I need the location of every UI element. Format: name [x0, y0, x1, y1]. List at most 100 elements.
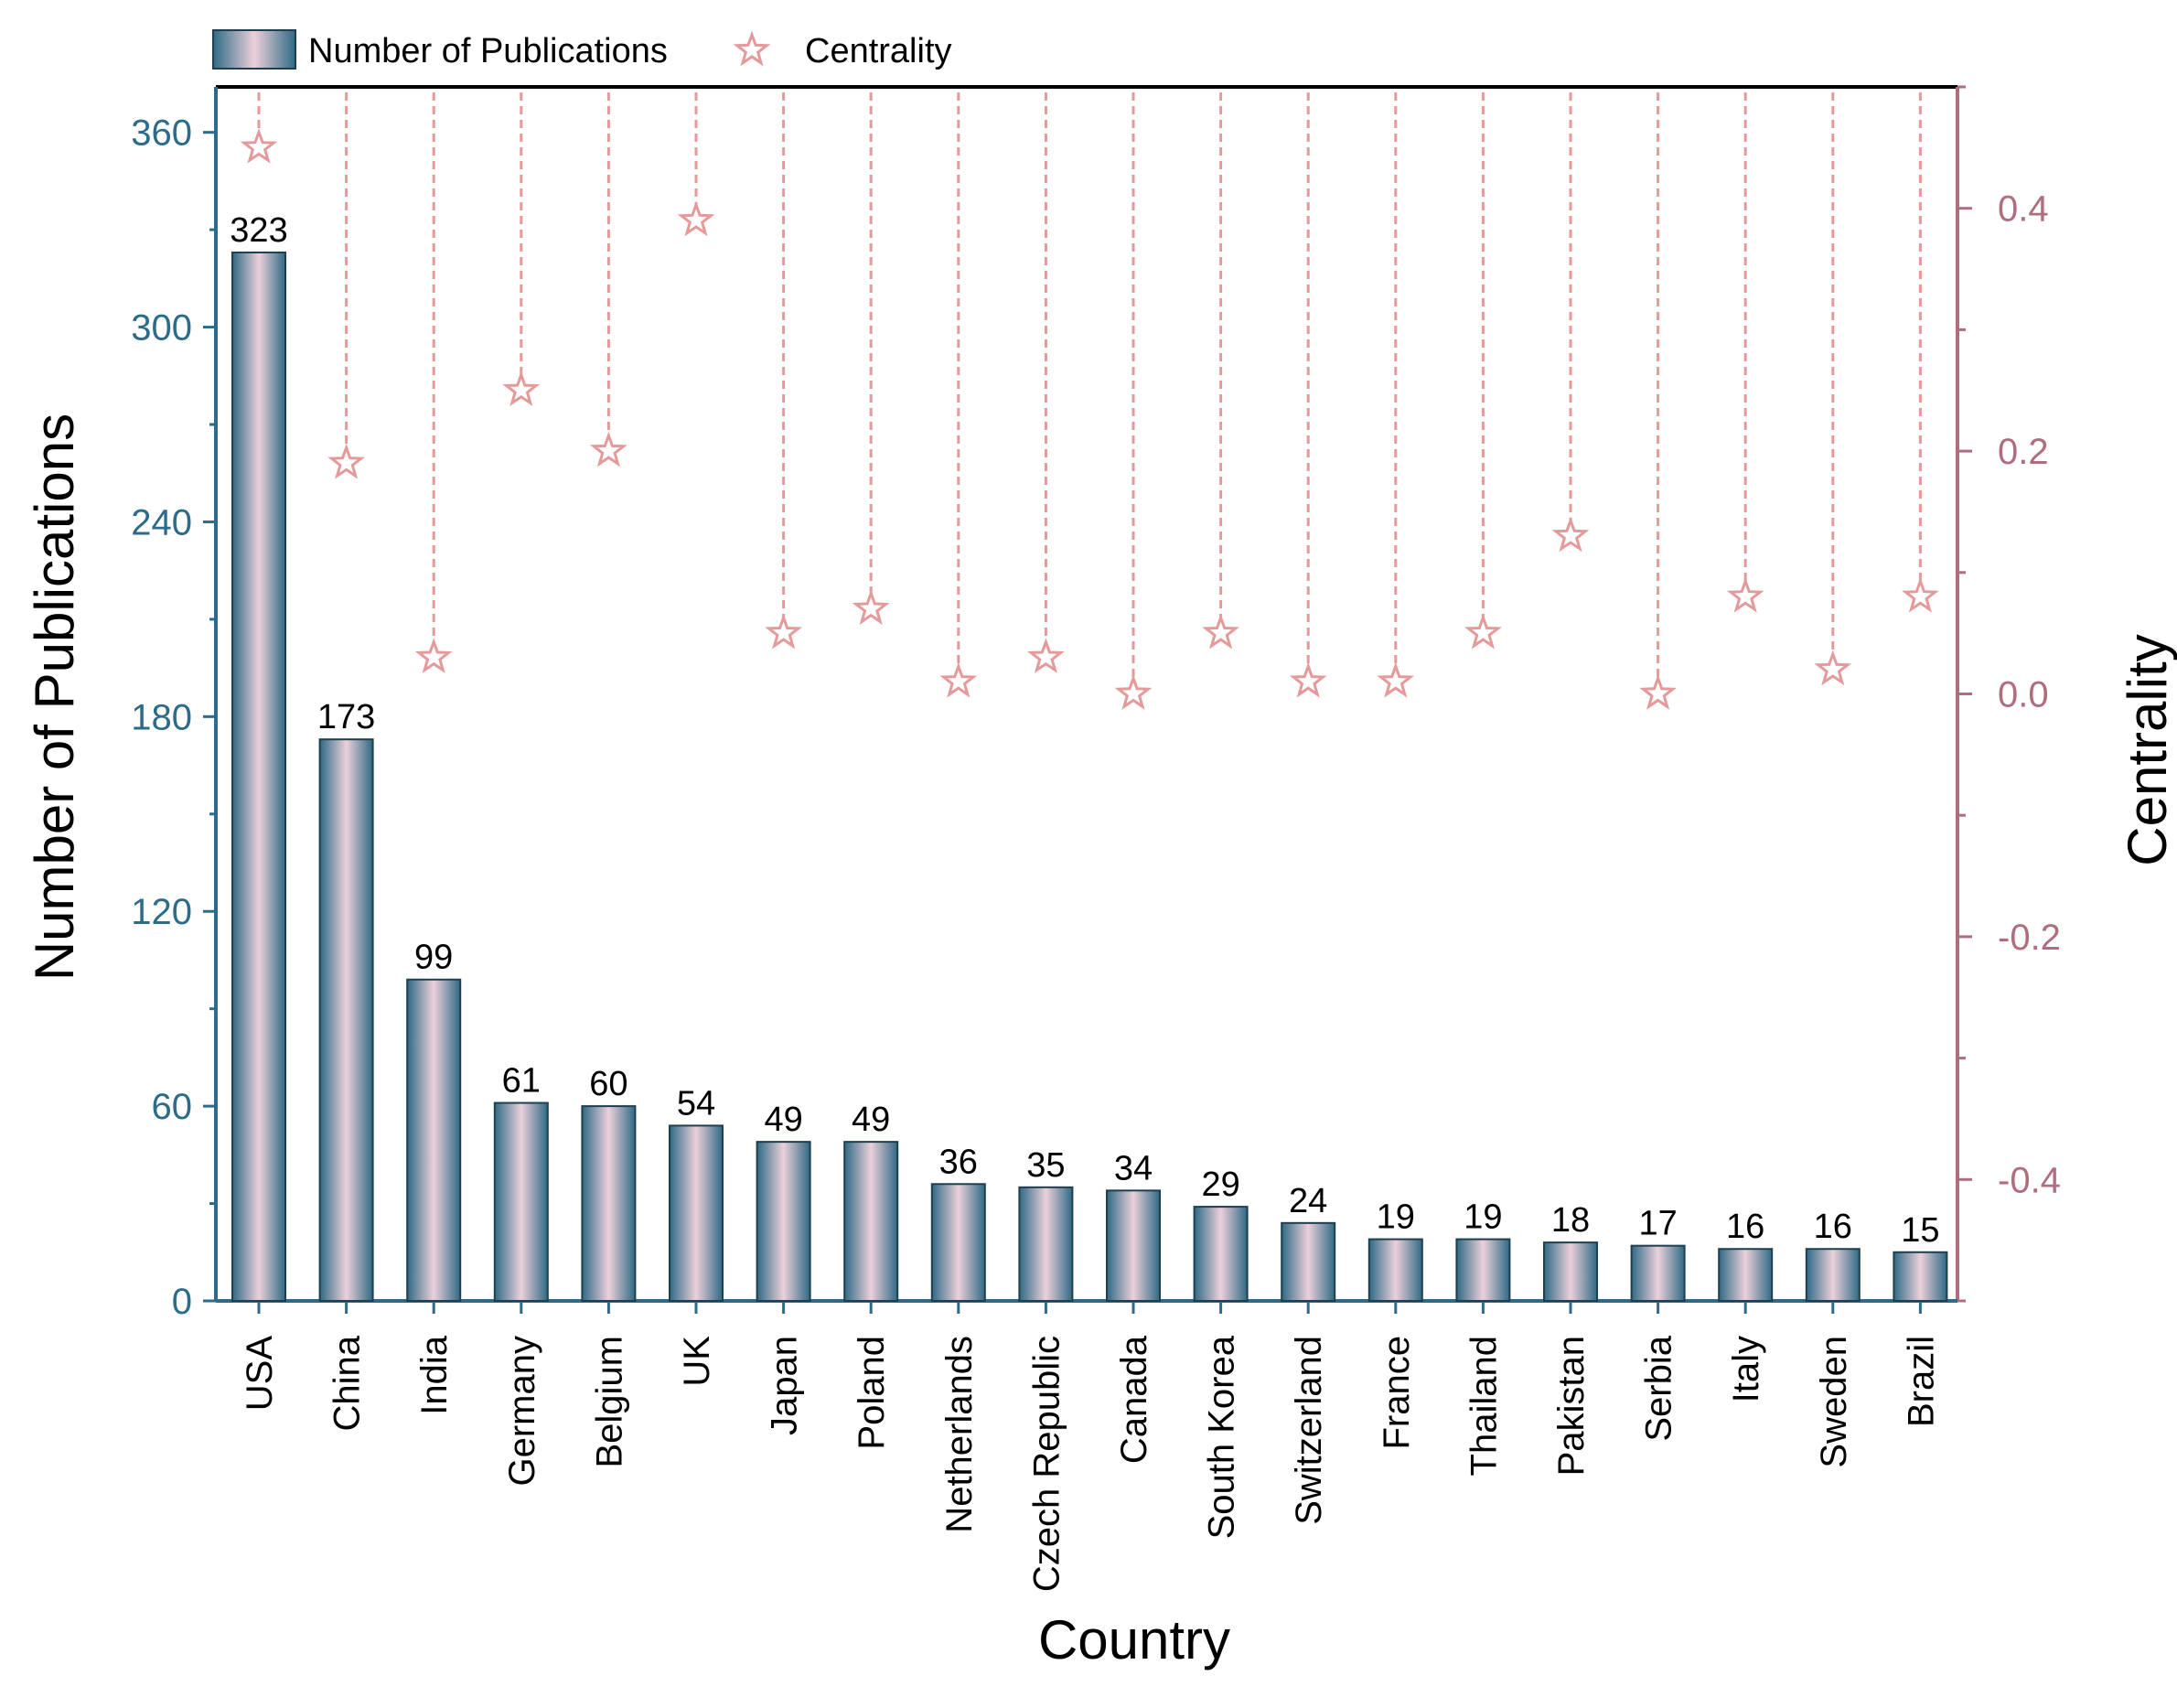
legend-label-publications: Number of Publications — [308, 32, 668, 70]
centrality-star-marker — [1639, 674, 1677, 710]
publication-bar — [1106, 1189, 1161, 1303]
bar-data-label: 61 — [502, 1062, 541, 1101]
x-category-label: Serbia — [1639, 1335, 1679, 1441]
bar-data-label: 16 — [1814, 1208, 1852, 1246]
y-tick-label: 360 — [131, 113, 192, 154]
y-tick-label: 180 — [131, 697, 192, 737]
publication-bar — [756, 1141, 811, 1303]
bar-data-label: 19 — [1464, 1198, 1502, 1237]
y2-tick-label: -0.4 — [1998, 1160, 2061, 1200]
publication-bar — [231, 251, 286, 1302]
centrality-star-marker — [414, 638, 453, 673]
publication-bar — [1543, 1241, 1598, 1302]
centrality-star-marker — [502, 371, 541, 407]
centrality-star-marker — [240, 128, 278, 164]
centrality-star-marker — [1202, 613, 1239, 650]
publication-bar — [1367, 1238, 1423, 1303]
centrality-star-marker — [1902, 576, 1939, 613]
publication-bar — [406, 978, 462, 1303]
legend-star-icon — [733, 30, 771, 67]
bar-data-label: 35 — [1026, 1146, 1065, 1185]
x-category-label: China — [327, 1335, 368, 1431]
y2-tick-label: 0.2 — [1998, 432, 2049, 472]
centrality-star-marker — [590, 431, 627, 467]
x-category-label: Italy — [1726, 1336, 1766, 1402]
x-category-label: Belgium — [589, 1336, 629, 1468]
plot-area: 0 60 120 180 240 300 360 -0.4 -0.2 0.0 0.2 0.4 323 US… — [131, 85, 2061, 1592]
legend-swatch-publications — [212, 29, 296, 70]
y-tick-label: 0 — [172, 1282, 192, 1322]
publication-bar — [1455, 1238, 1511, 1303]
publication-bar — [493, 1101, 549, 1303]
publication-bar — [318, 738, 374, 1302]
bar-data-label: 36 — [939, 1143, 978, 1181]
bar-data-label: 49 — [764, 1101, 802, 1139]
centrality-star-marker — [1289, 661, 1327, 698]
publication-bar — [843, 1141, 899, 1303]
x-category-label: South Korea — [1202, 1335, 1242, 1539]
x-category-label: France — [1377, 1336, 1417, 1450]
centrality-star-marker — [677, 200, 715, 237]
centrality-star-marker — [1551, 516, 1590, 553]
x-category-label: Germany — [502, 1336, 542, 1487]
x-category-label: Thailand — [1464, 1336, 1504, 1476]
publication-bar — [1630, 1244, 1686, 1302]
legend: Number of Publications Centrality — [212, 29, 952, 70]
publication-bar — [581, 1105, 637, 1302]
y-tick-label: 120 — [131, 892, 192, 932]
y-tick-label: 240 — [131, 502, 192, 542]
bar-data-label: 19 — [1377, 1198, 1415, 1237]
centrality-star-marker — [765, 613, 802, 650]
publication-bar — [930, 1183, 986, 1302]
bar-data-label: 173 — [317, 698, 375, 736]
bar-data-label: 99 — [414, 939, 453, 977]
bar-data-label: 34 — [1114, 1149, 1153, 1187]
centrality-star-marker — [1464, 613, 1502, 650]
bar-data-label: 16 — [1726, 1208, 1764, 1246]
x-category-label: Canada — [1114, 1335, 1154, 1464]
publication-bar — [669, 1124, 724, 1303]
y2-tick-label: 0.0 — [1998, 675, 2049, 715]
y2-tick-label: -0.2 — [1998, 918, 2061, 958]
y2-axis-title: Centrality — [2117, 634, 2177, 865]
x-category-label: Netherlands — [939, 1336, 980, 1533]
y-axis-title: Number of Publications — [24, 414, 85, 981]
bar-data-label: 18 — [1551, 1201, 1590, 1240]
legend-label-centrality: Centrality — [805, 32, 952, 70]
x-category-label: Pakistan — [1551, 1336, 1592, 1476]
x-axis-title: Country — [1038, 1609, 1230, 1670]
bar-data-label: 15 — [1901, 1211, 1939, 1250]
y2-tick-label: 0.4 — [1998, 189, 2049, 230]
publication-bar — [1018, 1186, 1074, 1303]
x-category-label: Brazil — [1901, 1336, 1941, 1427]
x-category-label: Poland — [852, 1336, 892, 1450]
bar-data-label: 49 — [852, 1101, 890, 1139]
centrality-star-marker — [1027, 638, 1065, 673]
centrality-star-marker — [1114, 674, 1153, 710]
publication-bar — [1718, 1248, 1774, 1303]
x-category-label: India — [414, 1335, 455, 1414]
bar-data-label: 29 — [1201, 1166, 1239, 1204]
centrality-star-marker — [1814, 650, 1852, 686]
x-category-label: UK — [677, 1336, 717, 1387]
centrality-star-marker — [1377, 661, 1415, 698]
bar-data-label: 323 — [230, 211, 287, 250]
bar-data-label: 24 — [1289, 1182, 1327, 1220]
centrality-star-marker — [939, 661, 978, 698]
x-category-label: Sweden — [1814, 1336, 1854, 1468]
bar-data-label: 17 — [1638, 1205, 1677, 1243]
bar-data-label: 54 — [677, 1084, 715, 1123]
bar-data-label: 60 — [589, 1065, 627, 1103]
centrality-star-marker — [1726, 576, 1764, 613]
x-category-label: USA — [240, 1336, 280, 1412]
publication-bar — [1281, 1221, 1336, 1303]
centrality-star-marker — [852, 589, 890, 625]
centrality-star-marker — [327, 444, 365, 479]
x-category-label: Switzerland — [1289, 1336, 1329, 1525]
x-category-label: Japan — [765, 1336, 805, 1435]
publication-bar — [1805, 1248, 1861, 1303]
y-tick-label: 300 — [131, 308, 192, 349]
publication-bar — [1893, 1251, 1948, 1302]
publication-bar — [1193, 1206, 1249, 1302]
x-category-label: Czech Republic — [1026, 1336, 1067, 1592]
